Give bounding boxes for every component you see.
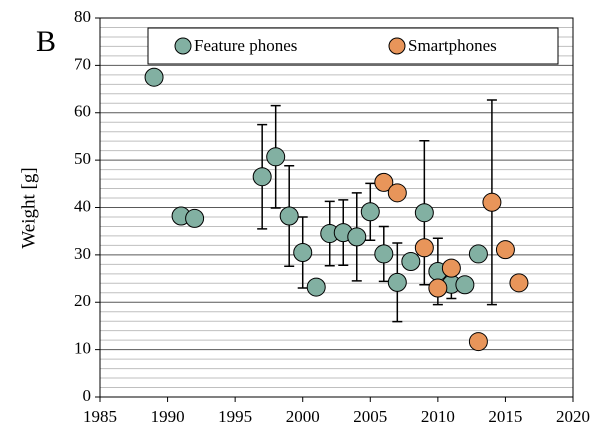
panel-label: B [36, 25, 56, 58]
point [185, 208, 205, 228]
point [360, 202, 380, 222]
legend-swatch [174, 37, 192, 55]
point [374, 172, 394, 192]
point [468, 332, 488, 352]
y-axis-label: Weight [g] [18, 167, 39, 248]
point [441, 258, 461, 278]
point [482, 192, 502, 212]
point [414, 203, 434, 223]
plot-frame [99, 17, 574, 398]
y-tick-label: 50 [74, 149, 91, 168]
x-tick-label: 2010 [421, 407, 455, 426]
x-tick-label: 1995 [218, 407, 252, 426]
legend-box [147, 27, 559, 65]
point [468, 244, 488, 264]
x-tick-label: 2015 [488, 407, 522, 426]
point [401, 252, 421, 272]
legend: Feature phones Smartphones [147, 27, 559, 65]
point [428, 278, 448, 298]
x-tick-label: 2000 [286, 407, 320, 426]
point [374, 244, 394, 264]
y-tick-label: 0 [83, 386, 92, 405]
y-tick-label: 30 [74, 244, 91, 263]
y-tick-label: 70 [74, 54, 91, 73]
y-tick-label: 80 [74, 7, 91, 26]
legend-label: Feature phones [194, 36, 297, 55]
y-tick-label: 40 [74, 196, 91, 215]
point [414, 238, 434, 258]
x-tick-label: 1990 [151, 407, 185, 426]
x-tick-label: 2005 [353, 407, 387, 426]
point [144, 67, 164, 87]
point [495, 240, 515, 260]
point [455, 275, 475, 295]
point [252, 167, 272, 187]
legend-swatch [388, 37, 406, 55]
point [293, 243, 313, 263]
point [387, 183, 407, 203]
x-tick-label: 1985 [83, 407, 117, 426]
point [279, 206, 299, 226]
point [266, 147, 286, 167]
x-tick-label: 2020 [556, 407, 590, 426]
point [347, 227, 367, 247]
point [306, 277, 326, 297]
point [387, 272, 407, 292]
legend-label: Smartphones [408, 36, 497, 55]
y-tick-label: 20 [74, 291, 91, 310]
y-tick-label: 10 [74, 339, 91, 358]
y-tick-label: 60 [74, 102, 91, 121]
point [509, 273, 529, 293]
